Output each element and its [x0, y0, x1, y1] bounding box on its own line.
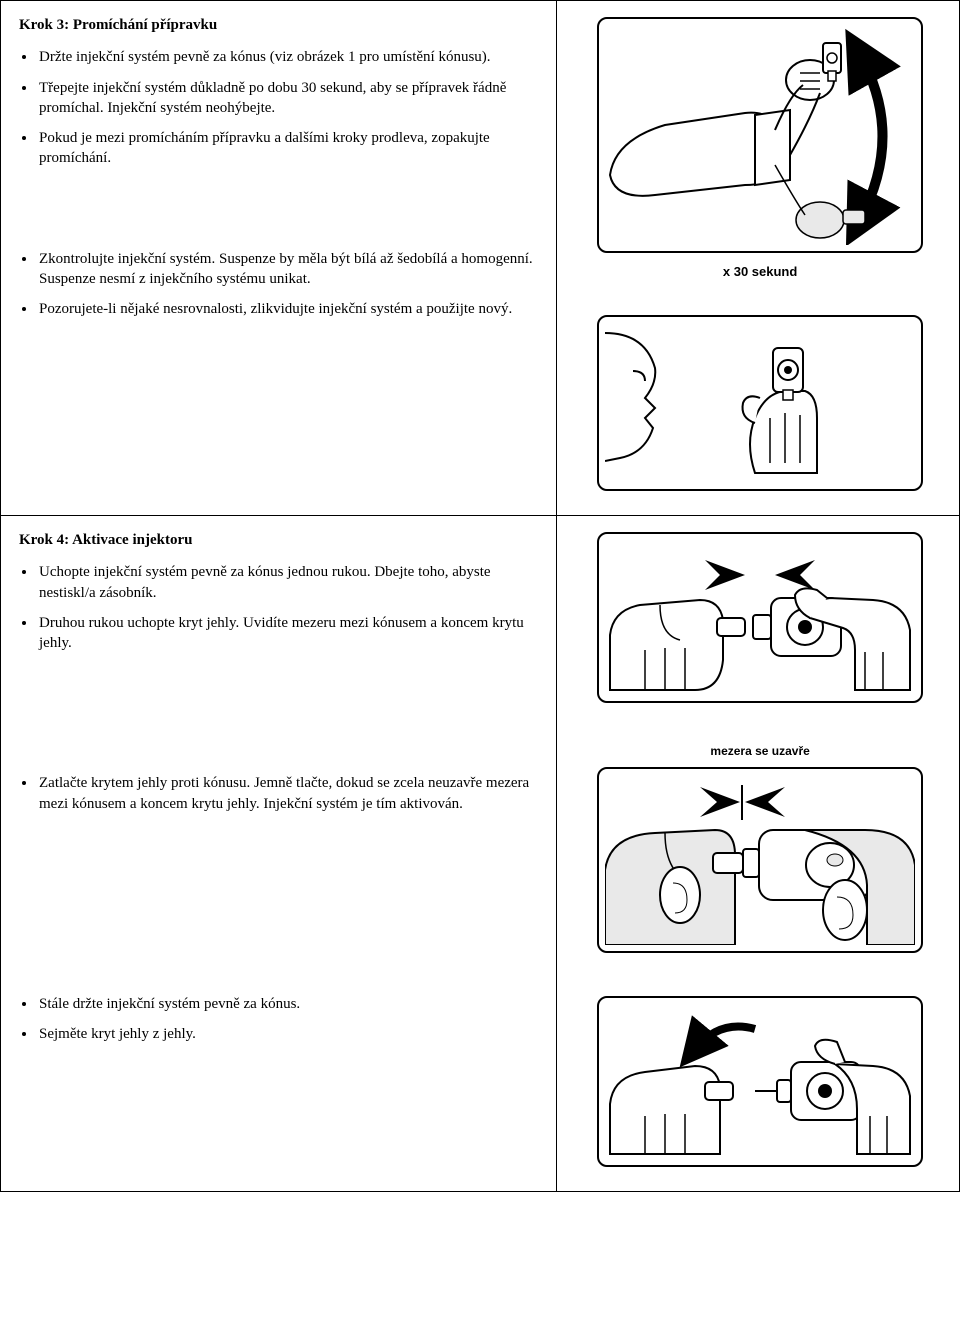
step3-bullets-2: Zkontrolujte injekční systém. Suspenze b…	[37, 249, 542, 320]
step4-title: Krok 4: Aktivace injektoru	[19, 530, 542, 550]
step3-bullets-1: Držte injekční systém pevně za kónus (vi…	[37, 47, 542, 168]
list-item: Zkontrolujte injekční systém. Suspenze b…	[37, 249, 542, 290]
step4-bullets-1: Uchopte injekční systém pevně za kónus j…	[37, 562, 542, 653]
step3-title: Krok 3: Promíchání přípravku	[19, 15, 542, 35]
list-item: Uchopte injekční systém pevně za kónus j…	[37, 562, 542, 603]
step3-block: Krok 3: Promíchání přípravku Držte injek…	[1, 1, 557, 516]
list-item: Stále držte injekční systém pevně za kón…	[37, 994, 542, 1014]
step4-block: Krok 4: Aktivace injektoru Uchopte injek…	[1, 516, 557, 1192]
list-item: Sejměte kryt jehly z jehly.	[37, 1024, 542, 1044]
shake-illustration	[597, 17, 923, 253]
list-item: Pokud je mezi promícháním přípravku a da…	[37, 128, 542, 169]
grip-gap-illustration	[597, 532, 923, 703]
shake-caption: x 30 sekund	[575, 263, 945, 281]
step4-illustrations: mezera se uzavře	[557, 516, 960, 1192]
list-item: Držte injekční systém pevně za kónus (vi…	[37, 47, 542, 67]
step3-illustrations: x 30 sekund	[557, 1, 960, 516]
remove-cap-illustration	[597, 996, 923, 1167]
list-item: Zatlačte krytem jehly proti kónusu. Jemn…	[37, 773, 542, 814]
gap-close-illustration	[597, 767, 923, 953]
list-item: Třepejte injekční systém důkladně po dob…	[37, 78, 542, 119]
inspect-illustration	[597, 315, 923, 491]
step4-bullets-3: Stále držte injekční systém pevně za kón…	[37, 994, 542, 1045]
step4-bullets-2: Zatlačte krytem jehly proti kónusu. Jemn…	[37, 773, 542, 814]
list-item: Druhou rukou uchopte kryt jehly. Uvidíte…	[37, 613, 542, 654]
list-item: Pozorujete-li nějaké nesrovnalosti, zlik…	[37, 299, 542, 319]
instructions-table: Krok 3: Promíchání přípravku Držte injek…	[0, 0, 960, 1192]
gap-close-caption: mezera se uzavře	[575, 743, 945, 759]
